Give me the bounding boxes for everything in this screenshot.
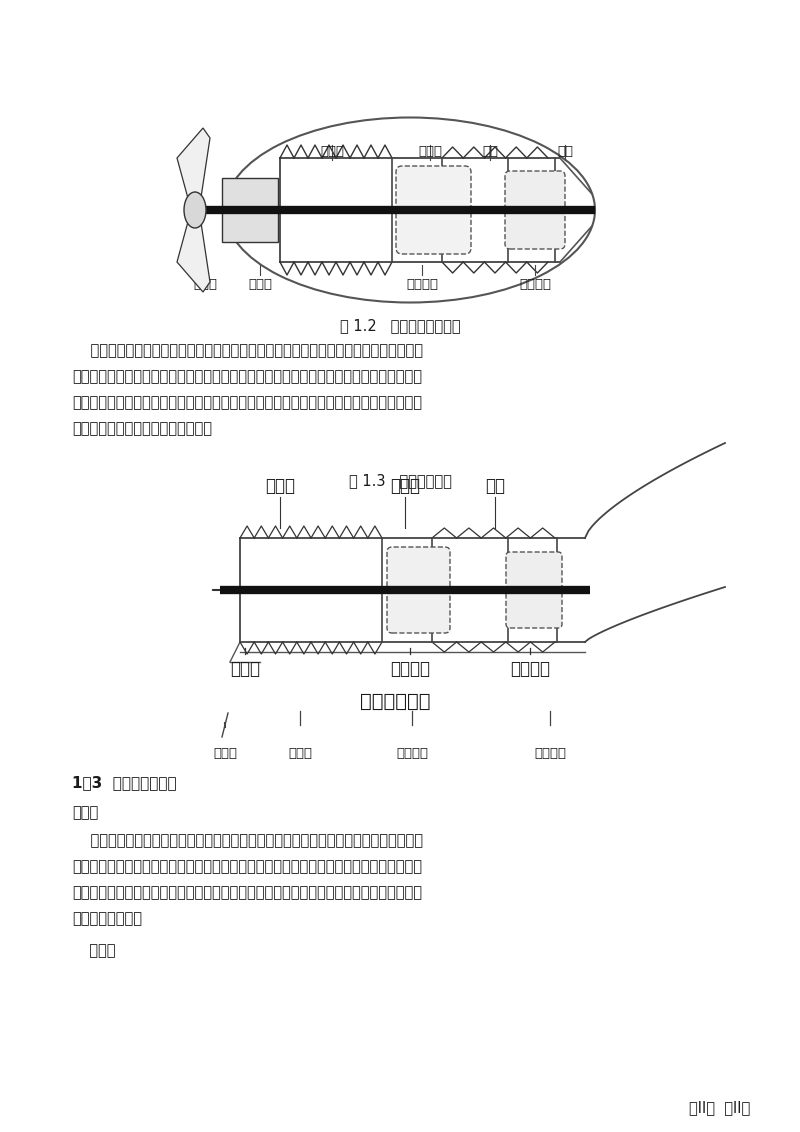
Text: 燃烧喷嘴: 燃烧喷嘴 — [390, 660, 430, 678]
Text: 目的：: 目的： — [72, 805, 98, 820]
Text: 旋桨发动机高，它的减速器体积和重量都要小一些。输出轴伸出的位置比较灵活，可以从前: 旋桨发动机高，它的减速器体积和重量都要小一些。输出轴伸出的位置比较灵活，可以从前 — [72, 395, 422, 410]
Text: 涡轮: 涡轮 — [485, 477, 505, 495]
Text: 第II页  共II页: 第II页 共II页 — [690, 1100, 750, 1115]
Text: 压气机: 压气机 — [320, 145, 344, 158]
Text: 燃烧室: 燃烧室 — [390, 477, 420, 495]
Text: 1．3  选题目的和意义: 1．3 选题目的和意义 — [72, 775, 177, 790]
Text: 燃料喷嘴: 燃料喷嘴 — [406, 278, 438, 291]
Text: 涡轮: 涡轮 — [482, 145, 498, 158]
Text: 面伸出，也可以向后或向两侧伸出。: 面伸出，也可以向后或向两侧伸出。 — [72, 421, 212, 436]
Text: 本课题贴合飞行器制造工程专业，航空燃气涡轮发动机是飞机的心脏，技术之复杂，工: 本课题贴合飞行器制造工程专业，航空燃气涡轮发动机是飞机的心脏，技术之复杂，工 — [72, 833, 423, 848]
FancyBboxPatch shape — [505, 171, 565, 249]
Text: 喷管: 喷管 — [557, 145, 573, 158]
Text: 燃烧室: 燃烧室 — [418, 145, 442, 158]
Text: 自由涡轮: 自由涡轮 — [519, 278, 551, 291]
Text: 造，特别是减速器进行细致了解，其内部零件的结构，工作状态、工作环境，进而对它们进: 造，特别是减速器进行细致了解，其内部零件的结构，工作状态、工作环境，进而对它们进 — [72, 885, 422, 900]
Text: 螺旋桨: 螺旋桨 — [213, 747, 237, 760]
Polygon shape — [177, 216, 210, 292]
Bar — [222, 178, 278, 242]
Text: 机和其他航空器。由于在直升机上还有主减速器，所以涡轮轴发动机输出轴的转速比涡轮螺: 机和其他航空器。由于在直升机上还有主减速器，所以涡轮轴发动机输出轴的转速比涡轮螺 — [72, 369, 422, 384]
Text: 减速器: 减速器 — [248, 278, 272, 291]
Text: 减速器: 减速器 — [288, 747, 312, 760]
Text: 意义：: 意义： — [80, 943, 115, 958]
Text: 涡轮轴发动机: 涡轮轴发动机 — [360, 692, 430, 711]
Text: 螺旋桨: 螺旋桨 — [193, 278, 217, 291]
FancyBboxPatch shape — [506, 552, 562, 628]
Text: 自由涡轮: 自由涡轮 — [534, 747, 566, 760]
Text: 涡轮轴发动机工作原理与涡轮螺旋桨发动机基本相同，主要用于直升机上，也可用于飞: 涡轮轴发动机工作原理与涡轮螺旋桨发动机基本相同，主要用于直升机上，也可用于飞 — [72, 343, 423, 358]
Text: 图 1.2   涡轮螺旋桨发动机: 图 1.2 涡轮螺旋桨发动机 — [340, 318, 460, 333]
Text: 图 1.3   涡轮轴发动机: 图 1.3 涡轮轴发动机 — [349, 473, 451, 488]
Polygon shape — [177, 128, 210, 204]
Text: 艺之苛刻，通过对课题的研究，深入了解航空燃气涡轮发动机的工作原理、部件组成及其构: 艺之苛刻，通过对课题的研究，深入了解航空燃气涡轮发动机的工作原理、部件组成及其构 — [72, 859, 422, 874]
Text: 自由涡轮: 自由涡轮 — [510, 660, 550, 678]
Ellipse shape — [184, 192, 206, 228]
Text: 传动轴: 传动轴 — [230, 660, 260, 678]
Text: 行专门研究制造。: 行专门研究制造。 — [72, 911, 142, 926]
FancyBboxPatch shape — [387, 547, 450, 633]
FancyBboxPatch shape — [396, 166, 471, 254]
Text: 燃料喷嘴: 燃料喷嘴 — [396, 747, 428, 760]
Text: 压气机: 压气机 — [265, 477, 295, 495]
